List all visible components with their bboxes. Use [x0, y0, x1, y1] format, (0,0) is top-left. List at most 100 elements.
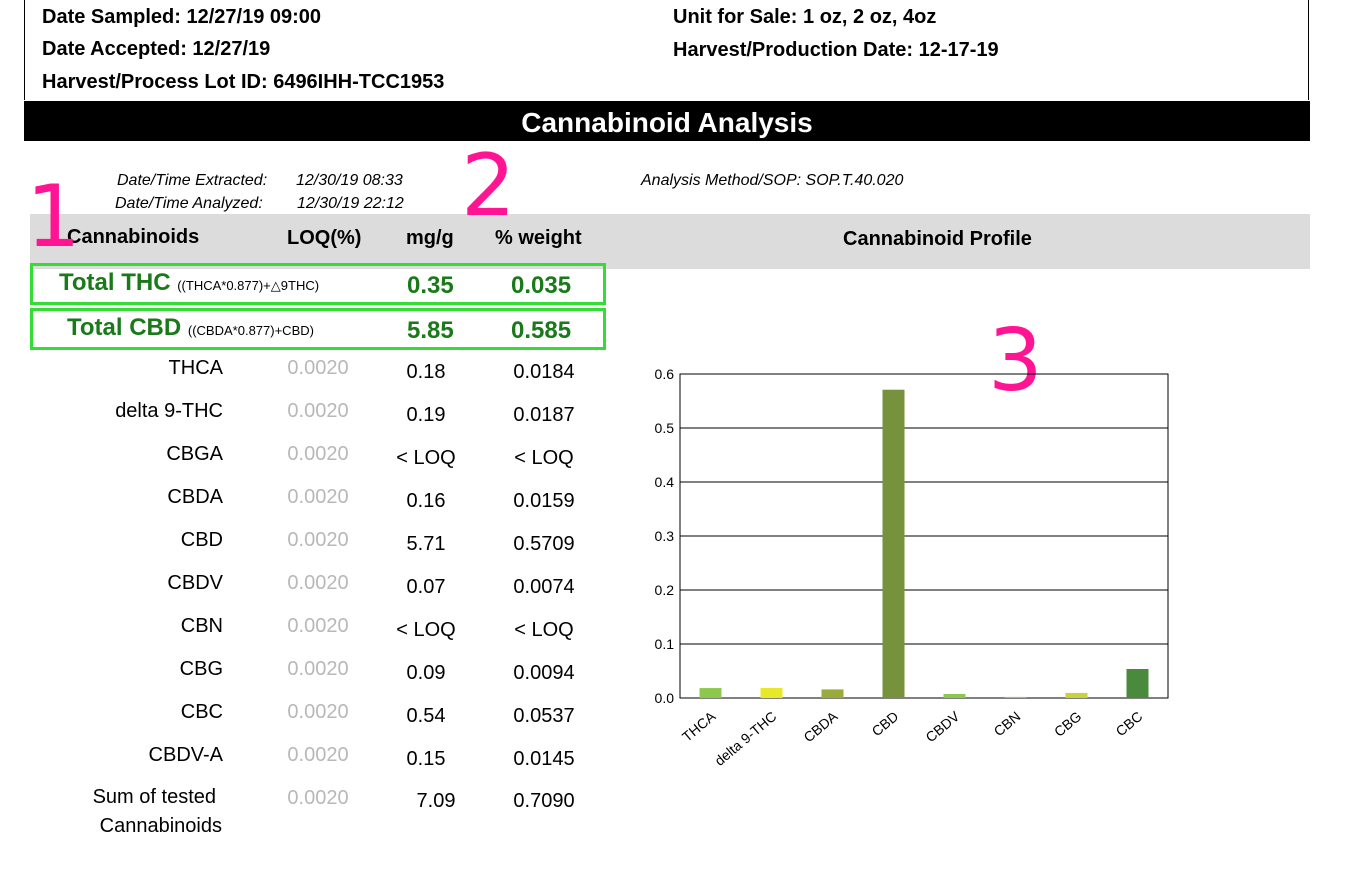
- row-cbg-mg: 0.09: [406, 662, 446, 684]
- x-tick-label: delta 9-THC: [711, 708, 779, 769]
- harvest-date: Harvest/Production Date: 12-17-19: [673, 39, 999, 61]
- col-mg: mg/g: [406, 227, 454, 249]
- profile-title: Cannabinoid Profile: [843, 228, 1032, 250]
- annotation-3: 3: [988, 311, 1043, 411]
- row-thca-loq: 0.0020: [287, 357, 349, 379]
- row-cbn-loq: 0.0020: [287, 615, 349, 637]
- y-tick-label: 0.5: [655, 420, 675, 436]
- row-cbn-pct: < LOQ: [514, 619, 574, 641]
- total-cbd-name: Total CBD: [67, 314, 182, 341]
- total-thc-name: Total THC: [59, 269, 171, 296]
- row-cbd-pct: 0.5709: [513, 533, 575, 555]
- total-thc-formula: ((THCA*0.877)+△9THC): [177, 278, 320, 293]
- row-delta-9-thc-pct: 0.0187: [513, 404, 575, 426]
- bar: [882, 389, 905, 698]
- row-cbg-loq: 0.0020: [287, 658, 349, 680]
- total-thc-label: Total THC ((THCA*0.877)+△9THC): [59, 269, 319, 297]
- col-loq: LOQ(%): [287, 227, 362, 249]
- date-accepted: Date Accepted: 12/27/19: [42, 38, 271, 60]
- x-tick-label: CBD: [868, 708, 901, 739]
- row-cbda-name: CBDA: [167, 486, 223, 508]
- row-cbn-name: CBN: [180, 615, 223, 637]
- total-thc-mg: 0.35: [407, 272, 454, 299]
- plot-frame: [679, 373, 1169, 699]
- row-cbdv-mg: 0.07: [406, 576, 446, 598]
- row-cbc-pct: 0.0537: [513, 705, 575, 727]
- y-tick-label: 0.0: [655, 690, 675, 706]
- x-tick-label: CBN: [990, 708, 1023, 739]
- row-thca-mg: 0.18: [406, 361, 446, 383]
- analyzed-value: 12/30/19 22:12: [297, 195, 404, 212]
- col-pct: % weight: [495, 227, 582, 249]
- bar: [821, 689, 844, 698]
- bar: [699, 688, 722, 698]
- row-cbc-name: CBC: [180, 701, 223, 723]
- row-cbdv-name: CBDV: [167, 572, 223, 594]
- row-cbd-mg: 5.71: [406, 533, 446, 555]
- row-cbd-name: CBD: [180, 529, 223, 551]
- row-cbdv-pct: 0.0074: [513, 576, 575, 598]
- total-thc-pct: 0.035: [511, 272, 572, 299]
- total-cbd-box: [30, 308, 606, 350]
- total-cbd-formula: ((CBDA*0.877)+CBD): [187, 323, 314, 338]
- row-thca-name: THCA: [168, 357, 223, 379]
- row-cbd-loq: 0.0020: [287, 529, 349, 551]
- column-header-band: [30, 214, 1310, 269]
- sum-mg: 7.09: [416, 790, 456, 812]
- y-tick-label: 0.4: [655, 474, 675, 490]
- row-cbga-pct: < LOQ: [514, 447, 574, 469]
- section-title: Cannabinoid Analysis: [24, 101, 1310, 141]
- analyzed-label: Date/Time Analyzed:: [115, 195, 263, 212]
- row-delta-9-thc-name: delta 9-THC: [115, 400, 223, 422]
- sum-loq: 0.0020: [287, 787, 349, 809]
- analysis-method: Analysis Method/SOP: SOP.T.40.020: [641, 172, 904, 189]
- x-tick-label: CBDA: [800, 708, 841, 746]
- x-tick-label: CBC: [1112, 708, 1145, 739]
- row-cbga-loq: 0.0020: [287, 443, 349, 465]
- lot-id: Harvest/Process Lot ID: 6496IHH-TCC1953: [42, 71, 445, 93]
- row-cbdv-a-pct: 0.0145: [513, 748, 575, 770]
- col-cannabinoids: Cannabinoids: [67, 226, 200, 248]
- x-tick-label: CBDV: [922, 708, 963, 746]
- annotation-1: 1: [26, 167, 81, 267]
- row-thca-pct: 0.0184: [513, 361, 575, 383]
- row-cbda-pct: 0.0159: [513, 490, 575, 512]
- row-cbga-name: CBGA: [166, 443, 223, 465]
- row-cbdv-a-mg: 0.15: [406, 748, 446, 770]
- sum-label-line2: Cannabinoids: [99, 815, 222, 837]
- total-thc-box: [30, 263, 606, 305]
- bar: [1126, 669, 1149, 698]
- bar: [1065, 692, 1088, 698]
- extracted-value: 12/30/19 08:33: [296, 172, 403, 189]
- row-cbc-loq: 0.0020: [287, 701, 349, 723]
- row-cbg-name: CBG: [179, 658, 223, 680]
- row-cbdv-a-name: CBDV-A: [148, 744, 223, 766]
- y-tick-label: 0.3: [655, 528, 675, 544]
- sum-pct: 0.7090: [513, 790, 575, 812]
- bar: [943, 694, 966, 698]
- total-cbd-label: Total CBD ((CBDA*0.877)+CBD): [67, 314, 314, 342]
- y-tick-label: 0.1: [655, 636, 675, 652]
- total-cbd-pct: 0.585: [511, 317, 572, 344]
- row-cbg-pct: 0.0094: [513, 662, 575, 684]
- row-cbdv-a-loq: 0.0020: [287, 744, 349, 766]
- row-cbdv-loq: 0.0020: [287, 572, 349, 594]
- row-cbda-mg: 0.16: [406, 490, 446, 512]
- annotation-2: 2: [461, 136, 516, 236]
- sum-label-line1: Sum of tested: [92, 786, 216, 808]
- report-header: [24, 0, 1309, 100]
- y-tick-label: 0.2: [655, 582, 675, 598]
- row-delta-9-thc-loq: 0.0020: [287, 400, 349, 422]
- row-cbda-loq: 0.0020: [287, 486, 349, 508]
- date-sampled: Date Sampled: 12/27/19 09:00: [42, 6, 322, 28]
- extracted-label: Date/Time Extracted:: [117, 172, 268, 189]
- row-delta-9-thc-mg: 0.19: [406, 404, 446, 426]
- x-tick-label: CBG: [1051, 708, 1085, 740]
- row-cbc-mg: 0.54: [406, 705, 446, 727]
- bar: [1004, 696, 1027, 698]
- y-tick-label: 0.6: [655, 366, 675, 382]
- bar: [760, 687, 783, 698]
- total-cbd-mg: 5.85: [407, 317, 454, 344]
- row-cbn-mg: < LOQ: [396, 619, 456, 641]
